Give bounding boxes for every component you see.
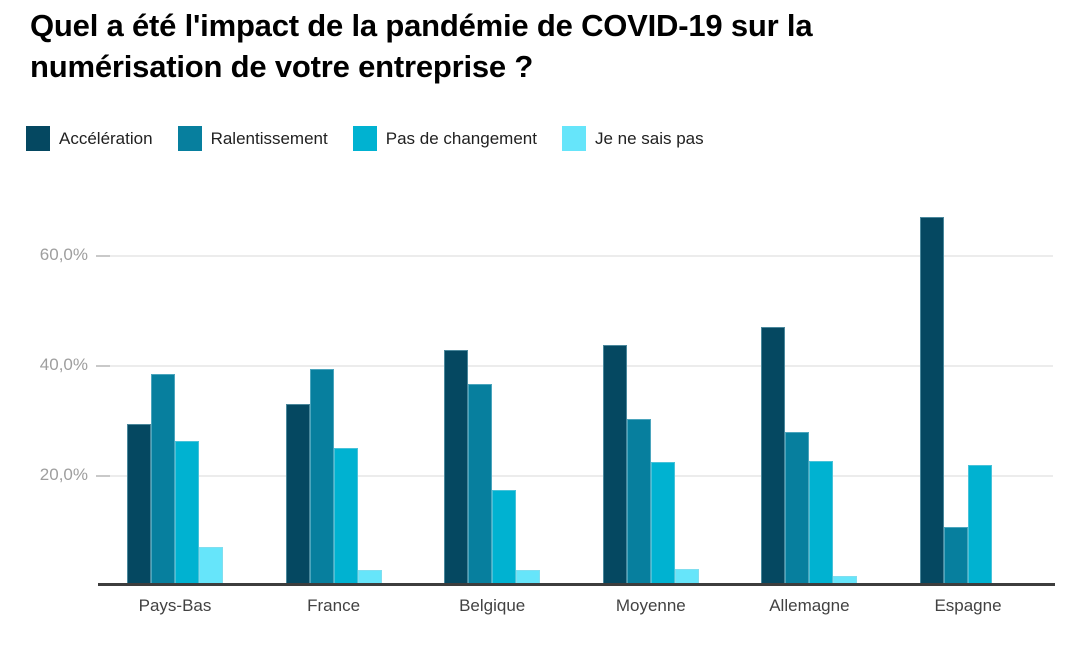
bar-belgique-acceleration <box>444 349 469 585</box>
legend-item-je-ne-sais-pas: Je ne sais pas <box>561 126 704 151</box>
chart-title: Quel a été l'impact de la pandémie de CO… <box>30 8 813 84</box>
legend: Accélération Ralentissement Pas de chang… <box>26 126 704 151</box>
x-axis-label-france: France <box>307 596 361 615</box>
bar-pays-bas-acceleration <box>127 423 151 585</box>
legend-swatch-acceleration <box>26 126 50 151</box>
bar-moyenne-pas-de-changement <box>650 461 675 585</box>
bar-france-acceleration <box>285 403 310 585</box>
y-tick-mark <box>96 365 110 367</box>
legend-item-ralentissement: Ralentissement <box>177 126 328 151</box>
bar-belgique-ralentissement <box>468 384 493 585</box>
y-tick-mark <box>96 475 110 477</box>
bar-pays-bas-je-ne-sais-pas <box>199 546 223 585</box>
bar-moyenne-je-ne-sais-pas <box>674 569 699 585</box>
bar-moyenne-acceleration <box>602 345 627 585</box>
bar-belgique-je-ne-sais-pas <box>516 570 541 585</box>
x-axis-line <box>98 583 1055 586</box>
bar-espagne-acceleration <box>920 217 944 585</box>
bar-france-ralentissement <box>309 369 334 585</box>
bar-pays-bas-pas-de-changement <box>175 440 199 585</box>
legend-label: Pas de changement <box>385 128 537 148</box>
gridline <box>110 255 1053 257</box>
bar-espagne-pas-de-changement <box>968 465 992 585</box>
bar-allemagne-pas-de-changement <box>809 460 834 585</box>
y-tick-label: 20,0% <box>39 465 88 484</box>
bar-france-pas-de-changement <box>333 447 358 585</box>
legend-label: Je ne sais pas <box>594 128 704 148</box>
legend-swatch-ralentissement <box>177 126 202 151</box>
legend-label: Accélération <box>59 128 153 148</box>
gridline <box>110 475 1053 477</box>
bar-pays-bas-ralentissement <box>151 374 175 585</box>
legend-item-acceleration: Accélération <box>26 126 153 151</box>
legend-label: Ralentissement <box>210 128 328 148</box>
bar-espagne-ralentissement <box>944 527 968 585</box>
x-axis-label-moyenne: Moyenne <box>615 596 686 615</box>
x-axis-label-belgique: Belgique <box>459 596 526 615</box>
bar-moyenne-ralentissement <box>626 418 651 585</box>
legend-swatch-pas-de-changement <box>352 126 377 151</box>
bar-allemagne-ralentissement <box>785 432 810 585</box>
legend-item-pas-de-changement: Pas de changement <box>352 126 537 151</box>
bar-allemagne-acceleration <box>761 326 786 585</box>
legend-swatch-je-ne-sais-pas <box>561 126 586 151</box>
bar-france-je-ne-sais-pas <box>357 569 382 585</box>
x-axis-label-allemagne: Allemagne <box>769 596 850 615</box>
gridline <box>110 365 1053 367</box>
bar-belgique-pas-de-changement <box>492 489 517 585</box>
x-axis-label-espagne: Espagne <box>934 596 1002 615</box>
x-axis-label-pays-bas: Pays-Bas <box>138 596 212 615</box>
y-tick-label: 40,0% <box>39 355 88 374</box>
y-tick-label: 60,0% <box>39 245 88 264</box>
y-tick-mark <box>96 255 110 257</box>
bar-allemagne-je-ne-sais-pas <box>833 575 858 585</box>
